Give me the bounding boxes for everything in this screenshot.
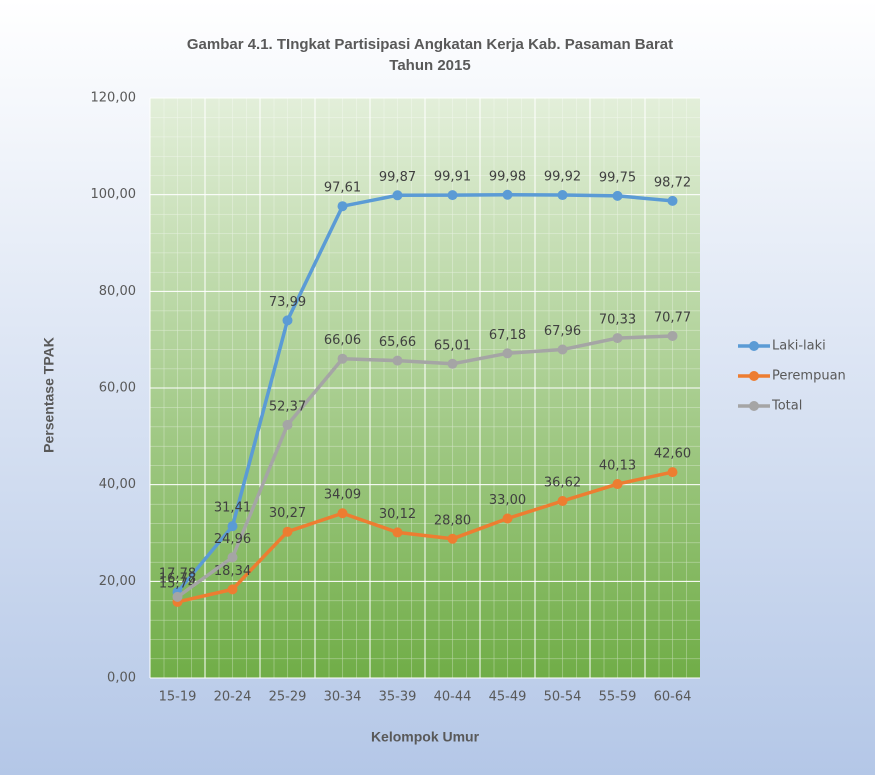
data-label: 99,98 — [489, 169, 526, 184]
series-line — [176, 193, 673, 594]
data-label: 99,91 — [434, 170, 471, 185]
x-tick-label: 55-59 — [599, 690, 637, 705]
data-label: 34,09 — [324, 488, 361, 503]
point — [612, 333, 623, 344]
data-label: 67,18 — [489, 328, 526, 343]
point — [557, 344, 568, 355]
y-tick-label: 80,00 — [99, 284, 136, 299]
point — [557, 496, 568, 507]
y-tick-label: 100,00 — [91, 187, 137, 202]
data-label: 70,33 — [599, 313, 636, 328]
data-label: 31,41 — [214, 501, 251, 516]
layer: 0,00 20,00 40,00 60,00 80,00 100,00 120,00 15-1… — [91, 91, 846, 705]
point — [502, 513, 513, 524]
point — [282, 315, 293, 326]
y-axis-label: Persentase TPAK — [41, 337, 57, 453]
legend-label: Perempuan — [772, 369, 846, 384]
x-tick-label: 20-24 — [214, 690, 252, 705]
chart-subtitle: Tahun 2015 — [389, 57, 470, 74]
data-label: 24,96 — [214, 532, 251, 547]
point — [502, 189, 513, 200]
point — [557, 190, 568, 201]
x-tick-label: 60-64 — [654, 690, 692, 705]
chart-title: Gambar 4.1. TIngkat Partisipasi Angkatan… — [187, 36, 673, 53]
point — [337, 201, 348, 212]
x-tick-label: 25-29 — [269, 690, 307, 705]
point — [172, 591, 183, 602]
legend-label: Total — [771, 399, 802, 414]
data-label: 52,37 — [269, 399, 306, 414]
y-tick-label: 60,00 — [99, 381, 136, 396]
point — [282, 419, 293, 430]
x-tick-label: 40-44 — [434, 690, 472, 705]
data-label: 40,13 — [599, 459, 636, 474]
data-label: 18,34 — [214, 564, 251, 579]
point — [502, 348, 513, 359]
data-label: 66,06 — [324, 333, 361, 348]
y-tick-label: 20,00 — [99, 574, 136, 589]
data-label: 98,72 — [654, 175, 691, 190]
point — [447, 190, 458, 201]
legend-label: Laki-laki — [772, 339, 826, 354]
legend-marker — [749, 341, 759, 351]
data-label: 17,78 — [159, 567, 196, 582]
x-axis-label: Kelompok Umur — [371, 729, 480, 745]
point — [447, 533, 458, 544]
data-label: 73,99 — [269, 295, 306, 310]
point — [667, 195, 678, 206]
data-label: 36,62 — [544, 476, 581, 491]
point — [667, 467, 678, 478]
legend-marker — [749, 371, 759, 381]
data-label: 99,87 — [379, 170, 416, 185]
y-tick-label: 120,00 — [91, 91, 137, 106]
series-line — [177, 470, 673, 604]
point — [227, 584, 238, 595]
data-label: 16,78 — [159, 571, 196, 586]
series-line — [176, 334, 673, 599]
data-label: 97,61 — [324, 181, 361, 196]
y-tick-label: 40,00 — [99, 477, 136, 492]
point — [227, 552, 238, 563]
data-label: 42,60 — [654, 447, 691, 462]
point — [612, 190, 623, 201]
y-tick-label: 0,00 — [107, 671, 136, 686]
point — [282, 526, 293, 537]
data-label: 67,96 — [544, 324, 581, 339]
point — [612, 479, 623, 490]
point — [392, 355, 403, 366]
data-label: 65,01 — [434, 338, 471, 353]
point — [337, 508, 348, 519]
point — [392, 527, 403, 538]
data-label: 30,12 — [379, 507, 416, 522]
data-label: 99,75 — [599, 170, 636, 185]
data-label: 33,00 — [489, 493, 526, 508]
data-label: 70,77 — [654, 310, 691, 325]
x-tick-label: 35-39 — [379, 690, 417, 705]
x-tick-label: 15-19 — [159, 690, 197, 705]
data-label: 65,66 — [379, 335, 416, 350]
legend-marker — [749, 401, 759, 411]
x-tick-label: 45-49 — [489, 690, 527, 705]
point — [227, 521, 238, 532]
point — [667, 330, 678, 341]
point — [337, 353, 348, 364]
point — [447, 358, 458, 369]
data-label: 15,74 — [159, 576, 196, 591]
x-tick-label: 30-34 — [324, 690, 362, 705]
data-label: 99,92 — [544, 170, 581, 185]
data-label: 28,80 — [434, 513, 471, 528]
data-label: 30,27 — [269, 506, 306, 521]
point — [392, 190, 403, 201]
x-tick-label: 50-54 — [544, 690, 582, 705]
